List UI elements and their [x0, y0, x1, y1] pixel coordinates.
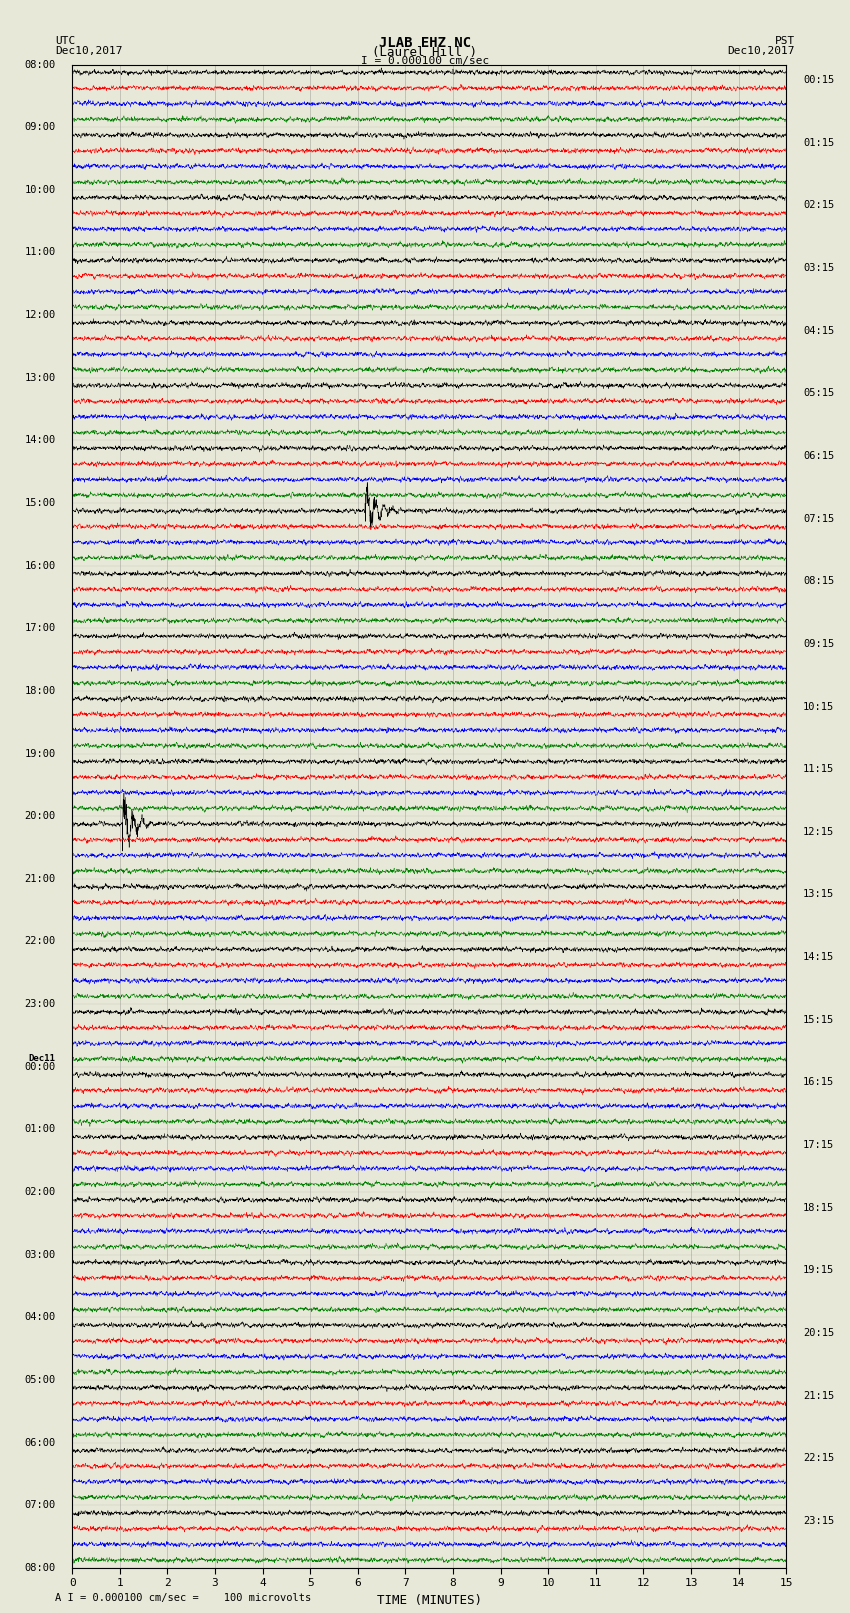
- Text: 06:15: 06:15: [803, 452, 834, 461]
- Text: 17:00: 17:00: [25, 623, 55, 634]
- Text: 21:15: 21:15: [803, 1390, 834, 1400]
- Text: 09:00: 09:00: [25, 123, 55, 132]
- Text: Dec10,2017: Dec10,2017: [55, 45, 122, 56]
- Text: 08:00: 08:00: [25, 1563, 55, 1573]
- Text: 00:00: 00:00: [25, 1061, 55, 1071]
- Text: 07:00: 07:00: [25, 1500, 55, 1510]
- Text: UTC: UTC: [55, 37, 76, 47]
- Text: I = 0.000100 cm/sec: I = 0.000100 cm/sec: [361, 56, 489, 66]
- Text: 07:15: 07:15: [803, 513, 834, 524]
- Text: 12:15: 12:15: [803, 827, 834, 837]
- Text: 19:15: 19:15: [803, 1265, 834, 1276]
- X-axis label: TIME (MINUTES): TIME (MINUTES): [377, 1594, 482, 1607]
- Text: 16:00: 16:00: [25, 561, 55, 571]
- Text: 22:00: 22:00: [25, 937, 55, 947]
- Text: JLAB EHZ NC: JLAB EHZ NC: [379, 37, 471, 50]
- Text: 23:00: 23:00: [25, 998, 55, 1010]
- Text: 22:15: 22:15: [803, 1453, 834, 1463]
- Text: 05:15: 05:15: [803, 389, 834, 398]
- Text: 14:15: 14:15: [803, 952, 834, 961]
- Text: (Laurel Hill ): (Laurel Hill ): [372, 45, 478, 60]
- Text: 13:00: 13:00: [25, 373, 55, 382]
- Text: 17:15: 17:15: [803, 1140, 834, 1150]
- Text: 02:00: 02:00: [25, 1187, 55, 1197]
- Text: 10:15: 10:15: [803, 702, 834, 711]
- Text: 23:15: 23:15: [803, 1516, 834, 1526]
- Text: 08:15: 08:15: [803, 576, 834, 586]
- Text: 10:00: 10:00: [25, 185, 55, 195]
- Text: 02:15: 02:15: [803, 200, 834, 210]
- Text: 05:00: 05:00: [25, 1374, 55, 1386]
- Text: 20:15: 20:15: [803, 1327, 834, 1337]
- Text: 01:15: 01:15: [803, 137, 834, 148]
- Text: 04:00: 04:00: [25, 1313, 55, 1323]
- Text: 20:00: 20:00: [25, 811, 55, 821]
- Text: 13:15: 13:15: [803, 889, 834, 900]
- Text: 18:00: 18:00: [25, 686, 55, 695]
- Text: 18:15: 18:15: [803, 1203, 834, 1213]
- Text: 03:15: 03:15: [803, 263, 834, 273]
- Text: 03:00: 03:00: [25, 1250, 55, 1260]
- Text: 06:00: 06:00: [25, 1437, 55, 1447]
- Text: Dec11: Dec11: [29, 1053, 55, 1063]
- Text: 11:00: 11:00: [25, 247, 55, 258]
- Text: 00:15: 00:15: [803, 76, 834, 85]
- Text: 04:15: 04:15: [803, 326, 834, 336]
- Text: 16:15: 16:15: [803, 1077, 834, 1087]
- Text: PST: PST: [774, 37, 795, 47]
- Text: 11:15: 11:15: [803, 765, 834, 774]
- Text: 15:00: 15:00: [25, 498, 55, 508]
- Text: 21:00: 21:00: [25, 874, 55, 884]
- Text: 19:00: 19:00: [25, 748, 55, 758]
- Text: 15:15: 15:15: [803, 1015, 834, 1024]
- Text: 01:00: 01:00: [25, 1124, 55, 1134]
- Text: 12:00: 12:00: [25, 310, 55, 319]
- Text: 09:15: 09:15: [803, 639, 834, 648]
- Text: 14:00: 14:00: [25, 436, 55, 445]
- Text: 08:00: 08:00: [25, 60, 55, 69]
- Text: A I = 0.000100 cm/sec =    100 microvolts: A I = 0.000100 cm/sec = 100 microvolts: [55, 1594, 311, 1603]
- Text: Dec10,2017: Dec10,2017: [728, 45, 795, 56]
